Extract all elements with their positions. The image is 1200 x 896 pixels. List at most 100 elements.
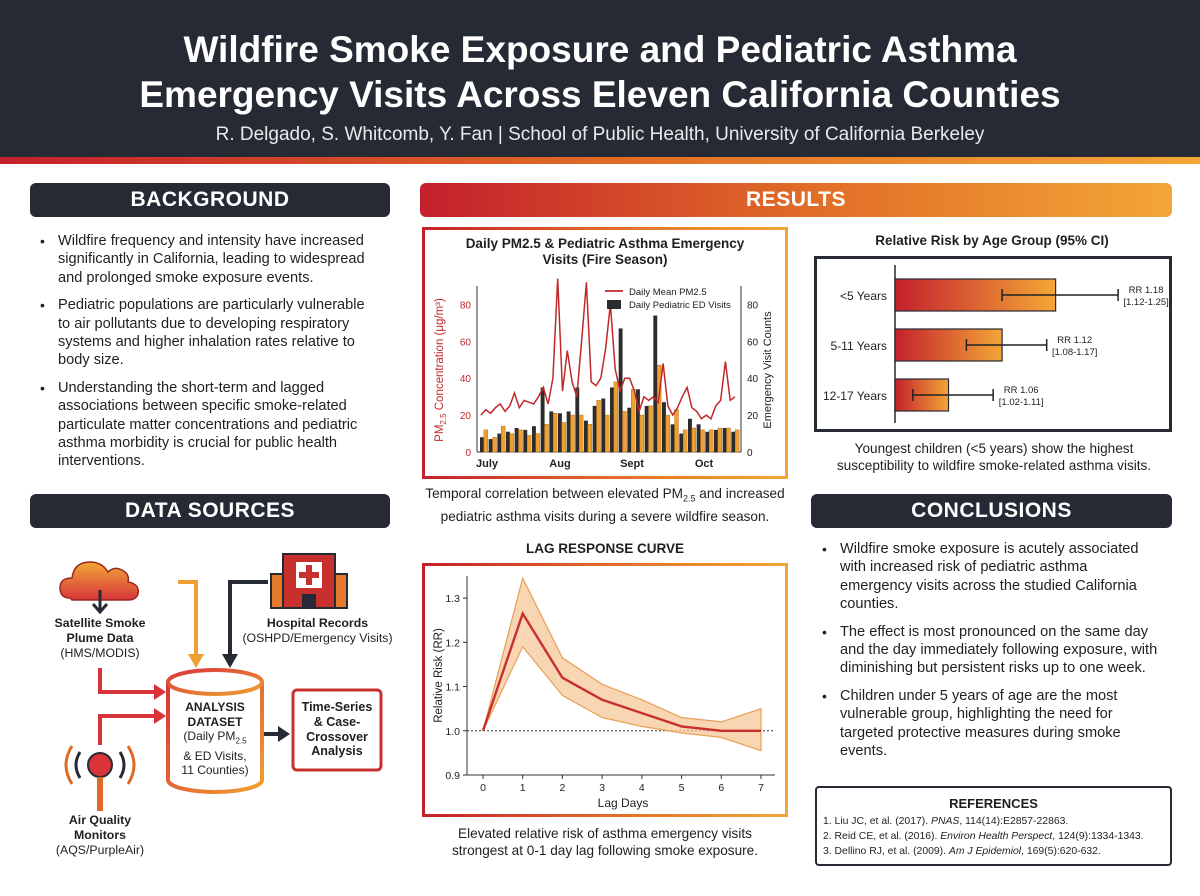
header-banner — [0, 0, 1200, 157]
rr-chart-caption: Youngest children (<5 years) show the hi… — [836, 441, 1152, 473]
lag-chart-svg: 0.9 1.0 1.1 1.2 1.3 0 1 2 3 4 5 6 7 Relative Risk (RR… — [433, 576, 775, 810]
analysis-box — [291, 688, 383, 772]
ed-visit-bar-dark — [566, 411, 571, 452]
rr-value-label: RR 1.18 — [1129, 285, 1164, 296]
pm25-left-tick: 60 — [460, 337, 472, 348]
ed-visit-bar-dark — [679, 433, 684, 452]
conclusion-bullet-3: Children under 5 years of age are the mo… — [812, 687, 1162, 761]
ed-visit-bar-dark — [696, 424, 701, 452]
pm25-line — [480, 278, 736, 421]
ed-visit-bar-dark — [575, 387, 580, 452]
ed-visit-bar-dark — [506, 431, 510, 452]
data-flow-svg — [59, 553, 383, 811]
ed-visit-bar-dark — [558, 413, 562, 452]
ed-visit-bar-orange — [648, 405, 653, 453]
ed-visit-bar-orange — [656, 365, 662, 453]
rr-value-label: RR 1.06 — [1004, 385, 1039, 396]
ed-visit-bar-orange — [717, 427, 723, 453]
ed-visit-bar-dark — [644, 405, 649, 452]
poster-authors: R. Delgado, S. Whitcomb, Y. Fan | School… — [215, 124, 985, 145]
background-bullet-3: Understanding the short-term and lagged … — [30, 379, 380, 471]
ed-visit-bar-orange — [578, 414, 584, 453]
rr-category-label: <5 Years — [840, 289, 887, 303]
pm25-right-tick: 80 — [747, 300, 759, 311]
reference-item-2: 2. Reid CE, et al. (2016). Environ Healt… — [823, 831, 1144, 842]
ed-visit-bar-orange — [518, 429, 523, 453]
lag-y-tick: 1.2 — [445, 637, 460, 649]
pm25-right-tick: 0 — [747, 448, 753, 459]
background-section: Wildfire frequency and intensity have in… — [30, 232, 380, 480]
rr-chart-title: Relative Risk by Age Group (95% CI) — [875, 233, 1109, 248]
satellite-label: Satellite Smoke Plume Data (HMS/MODIS) — [54, 616, 146, 660]
lag-chart-caption: Elevated relative risk of asthma emergen… — [451, 826, 759, 858]
pm25-right-ylabel: Emergency Visit Counts — [762, 311, 774, 429]
ed-visit-bar-dark — [523, 429, 528, 452]
hospital-building-icon — [270, 553, 348, 609]
references-list: 1. Liu JC, et al. (2017). PNAS, 114(14):… — [817, 814, 1170, 859]
poster-title-line1: Wildfire Smoke Exposure and Pediatric As… — [183, 29, 1017, 70]
lag-x-tick: 3 — [599, 782, 605, 794]
lag-x-tick: 2 — [560, 782, 566, 794]
pm25-chart-caption: Temporal correlation between elevated PM… — [425, 486, 785, 524]
rr-ci-label: [1.02-1.11] — [999, 397, 1044, 408]
pm25-left-tick: 80 — [460, 300, 472, 311]
lag-x-tick: 6 — [718, 782, 724, 794]
lag-y-tick: 1.3 — [445, 593, 460, 605]
lag-y-tick: 1.1 — [445, 682, 460, 694]
air-quality-label: Air Quality Monitors (AQS/PurpleAir) — [55, 813, 145, 857]
ed-visit-bar-dark — [627, 407, 632, 452]
ed-visit-bar-orange — [630, 389, 636, 453]
rr-category-label: 12-17 Years — [823, 389, 887, 403]
pm25-right-tick: 20 — [747, 411, 759, 422]
lag-x-tick: 4 — [639, 782, 645, 794]
ed-visit-bar-dark — [540, 387, 545, 452]
data-sources-diagram: Satellite Smoke Plume Data (HMS/MODIS) H… — [30, 540, 400, 870]
ed-visit-bar-dark — [714, 429, 718, 452]
ed-visit-bar-orange — [665, 414, 671, 453]
ed-visit-bar-dark — [480, 437, 484, 452]
ed-visit-bar-dark — [601, 398, 606, 452]
pm25-x-tick: July — [476, 458, 499, 470]
lag-chart-title: LAG RESPONSE CURVE — [525, 541, 685, 556]
air-monitor-icon — [64, 745, 136, 811]
pm25-left-tick: 0 — [465, 448, 471, 459]
analysis-label: Time-Series & Case- Crossover Analysis — [301, 700, 373, 759]
rr-value-label: RR 1.12 — [1057, 335, 1092, 346]
lag-x-tick: 5 — [679, 782, 685, 794]
data-sources-heading: DATA SOURCES — [30, 494, 390, 528]
ed-visit-bar-dark — [653, 315, 658, 452]
ed-visit-bar-dark — [670, 424, 675, 452]
lag-x-tick: 7 — [758, 782, 764, 794]
reference-item-1: 1. Liu JC, et al. (2017). PNAS, 114(14):… — [823, 816, 1069, 827]
ed-visit-bar-orange — [535, 433, 541, 453]
ed-visit-bar-orange — [570, 414, 575, 453]
conclusions-heading: CONCLUSIONS — [811, 494, 1172, 528]
ed-visit-bar-orange — [561, 422, 567, 453]
pm25-x-tick: Sept — [620, 458, 644, 470]
ed-visit-bar-dark — [514, 428, 519, 452]
ed-visit-bar-orange — [509, 433, 515, 453]
conclusion-bullet-2: The effect is most pronounced on the sam… — [812, 623, 1162, 678]
legend-bar-swatch — [607, 300, 621, 309]
ed-visit-bar-dark — [549, 411, 554, 452]
rr-ci-label: [1.08-1.17] — [1052, 347, 1097, 358]
ed-visit-bar-dark — [705, 431, 710, 452]
background-bullet-1: Wildfire frequency and intensity have in… — [30, 232, 380, 287]
ed-visit-bar-dark — [636, 389, 640, 452]
pm25-left-tick: 20 — [460, 411, 472, 422]
ed-visit-bar-orange — [552, 413, 558, 453]
lag-ylabel: Relative Risk (RR) — [433, 628, 445, 723]
lag-chart-panel: 0.9 1.0 1.1 1.2 1.3 0 1 2 3 4 5 6 7 Relative Risk (RR… — [422, 563, 788, 817]
lag-ci-band — [482, 576, 762, 752]
hospital-label: Hospital Records (OSHPD/Emergency Visits… — [242, 616, 393, 645]
results-heading: RESULTS — [420, 183, 1172, 217]
poster-title-line2: Emergency Visits Across Eleven Californi… — [139, 74, 1061, 115]
ed-visit-bar-orange — [734, 429, 740, 453]
legend-ed-label: Daily Pediatric ED Visits — [629, 300, 731, 311]
ed-visit-bar-orange — [587, 424, 593, 453]
lag-y-tick: 0.9 — [445, 770, 460, 782]
satellite-cloud-icon — [59, 561, 140, 615]
dataset-label: ANALYSIS DATASET (Daily PM2.5 & ED Visit… — [181, 700, 249, 778]
rr-chart-svg: <5 Years RR 1.18[1.12-1.25] 5-11 Years RR 1… — [823, 265, 1169, 423]
ed-visit-bar-orange — [544, 424, 549, 453]
